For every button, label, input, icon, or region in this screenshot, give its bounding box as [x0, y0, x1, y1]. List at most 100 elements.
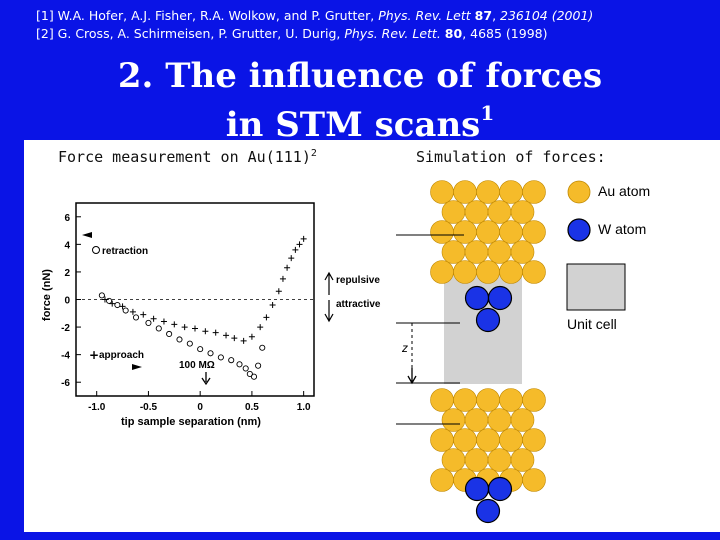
au-atom [522, 388, 546, 412]
x-tick-label: 1.0 [297, 402, 311, 413]
y-tick-label: 4 [64, 240, 70, 251]
approach-data-point [192, 325, 198, 332]
au-atom [499, 180, 523, 204]
au-atom [522, 428, 546, 452]
retraction-data-point [106, 297, 113, 304]
au-atom [510, 240, 535, 264]
x-tick-label: -1.0 [88, 402, 106, 413]
au-atom [453, 388, 477, 412]
approach-arrow-icon [132, 364, 142, 370]
au-atom [499, 220, 523, 244]
au-atom [476, 388, 500, 412]
approach-data-point [296, 241, 303, 248]
approach-data-point [202, 328, 209, 335]
w-atom [487, 285, 513, 311]
y-tick-label: 6 [64, 213, 70, 224]
au-atom [499, 388, 523, 412]
x-axis-label: tip sample separation (nm) [121, 416, 261, 428]
approach-data-point [171, 321, 178, 328]
approach-data-point [240, 337, 247, 344]
force-direction-arrows-icon [324, 271, 334, 323]
au-atom [453, 428, 477, 452]
z-axis-arrow-icon [407, 368, 417, 385]
approach-data-point [292, 246, 299, 253]
approach-data-point [181, 324, 188, 331]
approach-data-point [119, 303, 126, 310]
retraction-label: retraction [102, 246, 148, 257]
approach-data-point [248, 333, 255, 340]
au-atom-legend-icon [567, 180, 591, 204]
title-footnote-marker: 1 [480, 101, 495, 125]
retraction-data-point [246, 370, 253, 377]
au-atom [430, 220, 454, 244]
retraction-data-point [259, 344, 266, 351]
y-tick-label: -4 [61, 351, 70, 362]
au-atom [487, 448, 512, 472]
attractive-label: attractive [336, 299, 381, 310]
au-atom [453, 260, 477, 284]
retraction-data-point [114, 301, 121, 309]
au-atom [441, 408, 466, 432]
resistance-arrow-icon [201, 372, 211, 386]
au-atom [476, 220, 500, 244]
approach-label: approach [99, 350, 144, 361]
approach-data-point [231, 335, 238, 342]
w-atom-label: W atom [598, 221, 646, 237]
au-atom [430, 468, 454, 492]
force-chart: -1.0 -0.5 0 0.5 1.0 6 4 2 0 -2 -4 -6 tip sample sep… [41, 202, 381, 428]
x-tick-label: 0.5 [245, 402, 259, 413]
w-atom-legend-icon [567, 218, 591, 242]
au-atom [430, 388, 454, 412]
au-atom [464, 448, 489, 472]
approach-data-point [223, 332, 230, 339]
w-atom [464, 285, 490, 311]
approach-data-point [279, 275, 286, 282]
au-atom [441, 448, 466, 472]
approach-data-point [288, 255, 295, 262]
retraction-marker-icon [92, 246, 100, 254]
retraction-data-point [145, 319, 152, 326]
au-atom [522, 180, 546, 204]
approach-data-point [269, 302, 276, 309]
retraction-data-point [197, 346, 204, 353]
approach-data-point [257, 324, 264, 331]
au-atom [510, 408, 535, 432]
retraction-data-point [255, 362, 262, 369]
au-atom [522, 220, 546, 244]
reference-2: [2] G. Cross, A. Schirmeisen, P. Grutter… [36, 26, 548, 41]
retraction-data-point [122, 307, 129, 314]
simulation-leader-lines [396, 234, 464, 425]
approach-data-point [160, 318, 167, 325]
approach-data-point [150, 315, 157, 322]
approach-data-point [101, 296, 108, 303]
approach-data-point [212, 329, 219, 336]
retraction-data-point [155, 325, 162, 332]
au-atom [476, 180, 500, 204]
au-atom [499, 428, 523, 452]
retraction-data-point [176, 336, 183, 343]
retraction-data-point [98, 292, 105, 299]
au-atom [499, 260, 523, 284]
au-atom-label: Au atom [598, 183, 650, 199]
au-atom [476, 428, 500, 452]
approach-data-point [300, 235, 307, 242]
au-atom [522, 260, 546, 284]
retraction-data-point [132, 314, 140, 321]
reference-1: [1] W.A. Hofer, A.J. Fisher, R.A. Wolkow… [36, 8, 594, 23]
au-atom [510, 200, 535, 224]
w-atom [464, 476, 490, 502]
au-atom [430, 180, 454, 204]
slide-title-line-1: 2. The influence of forces [117, 56, 603, 96]
retraction-data-point [250, 373, 258, 380]
y-tick-label: 0 [64, 296, 70, 307]
approach-data-point [129, 308, 136, 315]
au-atom [430, 428, 454, 452]
w-atom [475, 307, 501, 333]
au-atom [510, 448, 535, 472]
retraction-data-point [236, 361, 243, 368]
retraction-arrow-icon [82, 232, 92, 238]
force-simulation-illustration: z Au atom W atom Unit cell [396, 180, 650, 524]
references: [1] W.A. Hofer, A.J. Fisher, R.A. Wolkow… [36, 7, 593, 43]
au-atom [487, 408, 512, 432]
au-atom [430, 260, 454, 284]
